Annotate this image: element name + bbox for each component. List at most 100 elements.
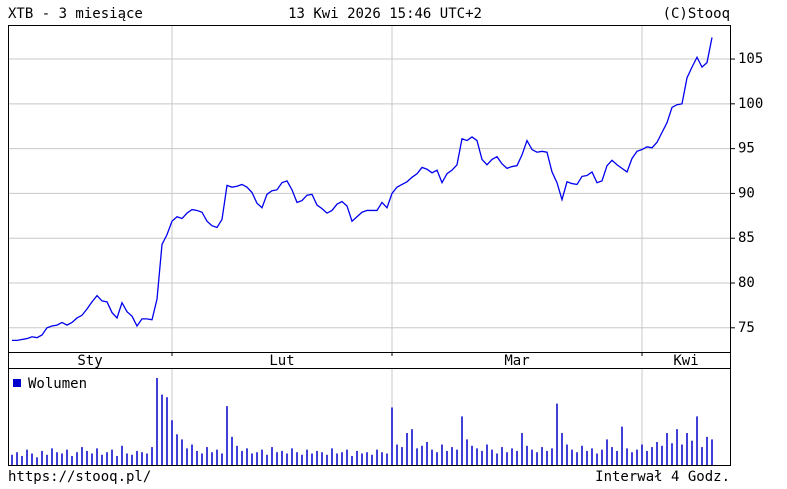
volume-bar (696, 416, 698, 465)
volume-bar (46, 454, 48, 465)
y-tick-label: 90 (738, 185, 755, 201)
legend-label: Wolumen (28, 376, 87, 392)
volume-bar (41, 450, 43, 465)
volume-bar (271, 447, 273, 465)
price-line (12, 37, 713, 342)
volume-bar (381, 452, 383, 465)
volume-bar (416, 448, 418, 465)
volume-bar (21, 456, 23, 465)
volume-bar (411, 429, 413, 465)
volume-bar (201, 453, 203, 465)
volume-bar (231, 436, 233, 465)
volume-bar (621, 426, 623, 465)
volume-bar (656, 441, 658, 465)
volume-bar (556, 403, 558, 465)
volume-bar (276, 452, 278, 465)
volume-bar (471, 445, 473, 465)
volume-bar (551, 448, 553, 465)
volume-bar (291, 448, 293, 465)
volume-bar (456, 449, 458, 465)
x-tick-label: Sty (77, 353, 102, 369)
volume-bar (641, 444, 643, 465)
volume-bar (426, 441, 428, 465)
volume-bar (206, 447, 208, 465)
volume-bar (581, 445, 583, 465)
volume-bar (346, 449, 348, 465)
volume-bar (626, 448, 628, 465)
volume-bar (171, 420, 173, 465)
volume-bar (326, 454, 328, 465)
volume-bar (86, 450, 88, 465)
y-tick-label: 80 (738, 275, 755, 291)
legend-swatch (13, 379, 21, 387)
volume-bar (496, 453, 498, 465)
y-tick-label: 85 (738, 230, 755, 246)
volume-bar (286, 453, 288, 465)
volume-bar (351, 456, 353, 465)
volume-bar (226, 406, 228, 465)
volume-bar (506, 452, 508, 465)
volume-bar (36, 457, 38, 465)
url: https://stooq.pl/ (8, 469, 151, 485)
volume-bar (141, 452, 143, 465)
volume-bar (711, 439, 713, 465)
volume-bar (156, 378, 158, 465)
price-frame (8, 25, 731, 353)
volume-bar (241, 450, 243, 465)
volume-bar (706, 436, 708, 465)
volume-bar (681, 444, 683, 465)
y-tick-label: 95 (738, 141, 755, 157)
volume-bar (296, 452, 298, 465)
volume-bar (576, 452, 578, 465)
volume-bar (541, 447, 543, 465)
volume-bar (176, 434, 178, 465)
x-tick-label: Lut (269, 353, 294, 369)
volume-bar (61, 453, 63, 465)
chart-subtitle: 13 Kwi 2026 15:46 UTC+2 (288, 6, 482, 22)
volume-bar (391, 407, 393, 465)
volume-bar (51, 448, 53, 465)
volume-bar (486, 444, 488, 465)
volume-bar (81, 447, 83, 465)
volume-bar (436, 452, 438, 465)
volume-bar (476, 448, 478, 465)
volume-bar (491, 449, 493, 465)
volume-bar (246, 448, 248, 465)
volume-bar (466, 439, 468, 465)
volume-bar (561, 433, 563, 465)
volume-bar (331, 448, 333, 465)
volume-bar (596, 453, 598, 465)
volume-bar (196, 450, 198, 465)
volume-bar (106, 452, 108, 465)
volume-frame (8, 368, 731, 466)
volume-bar (356, 450, 358, 465)
volume-bar (76, 452, 78, 465)
volume-bar (441, 444, 443, 465)
volume-bar (16, 452, 18, 465)
volume-bar (431, 449, 433, 465)
volume-bar (701, 447, 703, 465)
volume-bar (221, 453, 223, 465)
volume-bar (481, 450, 483, 465)
volume-bar (371, 454, 373, 465)
volume-bar (376, 449, 378, 465)
y-tick-label: 75 (738, 320, 755, 336)
volume-bar (321, 452, 323, 465)
volume-bar (446, 450, 448, 465)
volume-bar (631, 452, 633, 465)
volume-bar (91, 453, 93, 465)
volume-bar (601, 449, 603, 465)
volume-bar (31, 453, 33, 465)
volume-bar (661, 445, 663, 465)
volume-bar (26, 449, 28, 465)
volume-bar (461, 416, 463, 465)
volume-bar (406, 433, 408, 465)
volume-bar (121, 445, 123, 465)
volume-bar (251, 453, 253, 465)
volume-bar (111, 449, 113, 465)
volume-bar (131, 454, 133, 465)
volume-bar (301, 454, 303, 465)
chart-title: XTB - 3 miesiące (8, 6, 143, 22)
volume-bar (651, 447, 653, 465)
